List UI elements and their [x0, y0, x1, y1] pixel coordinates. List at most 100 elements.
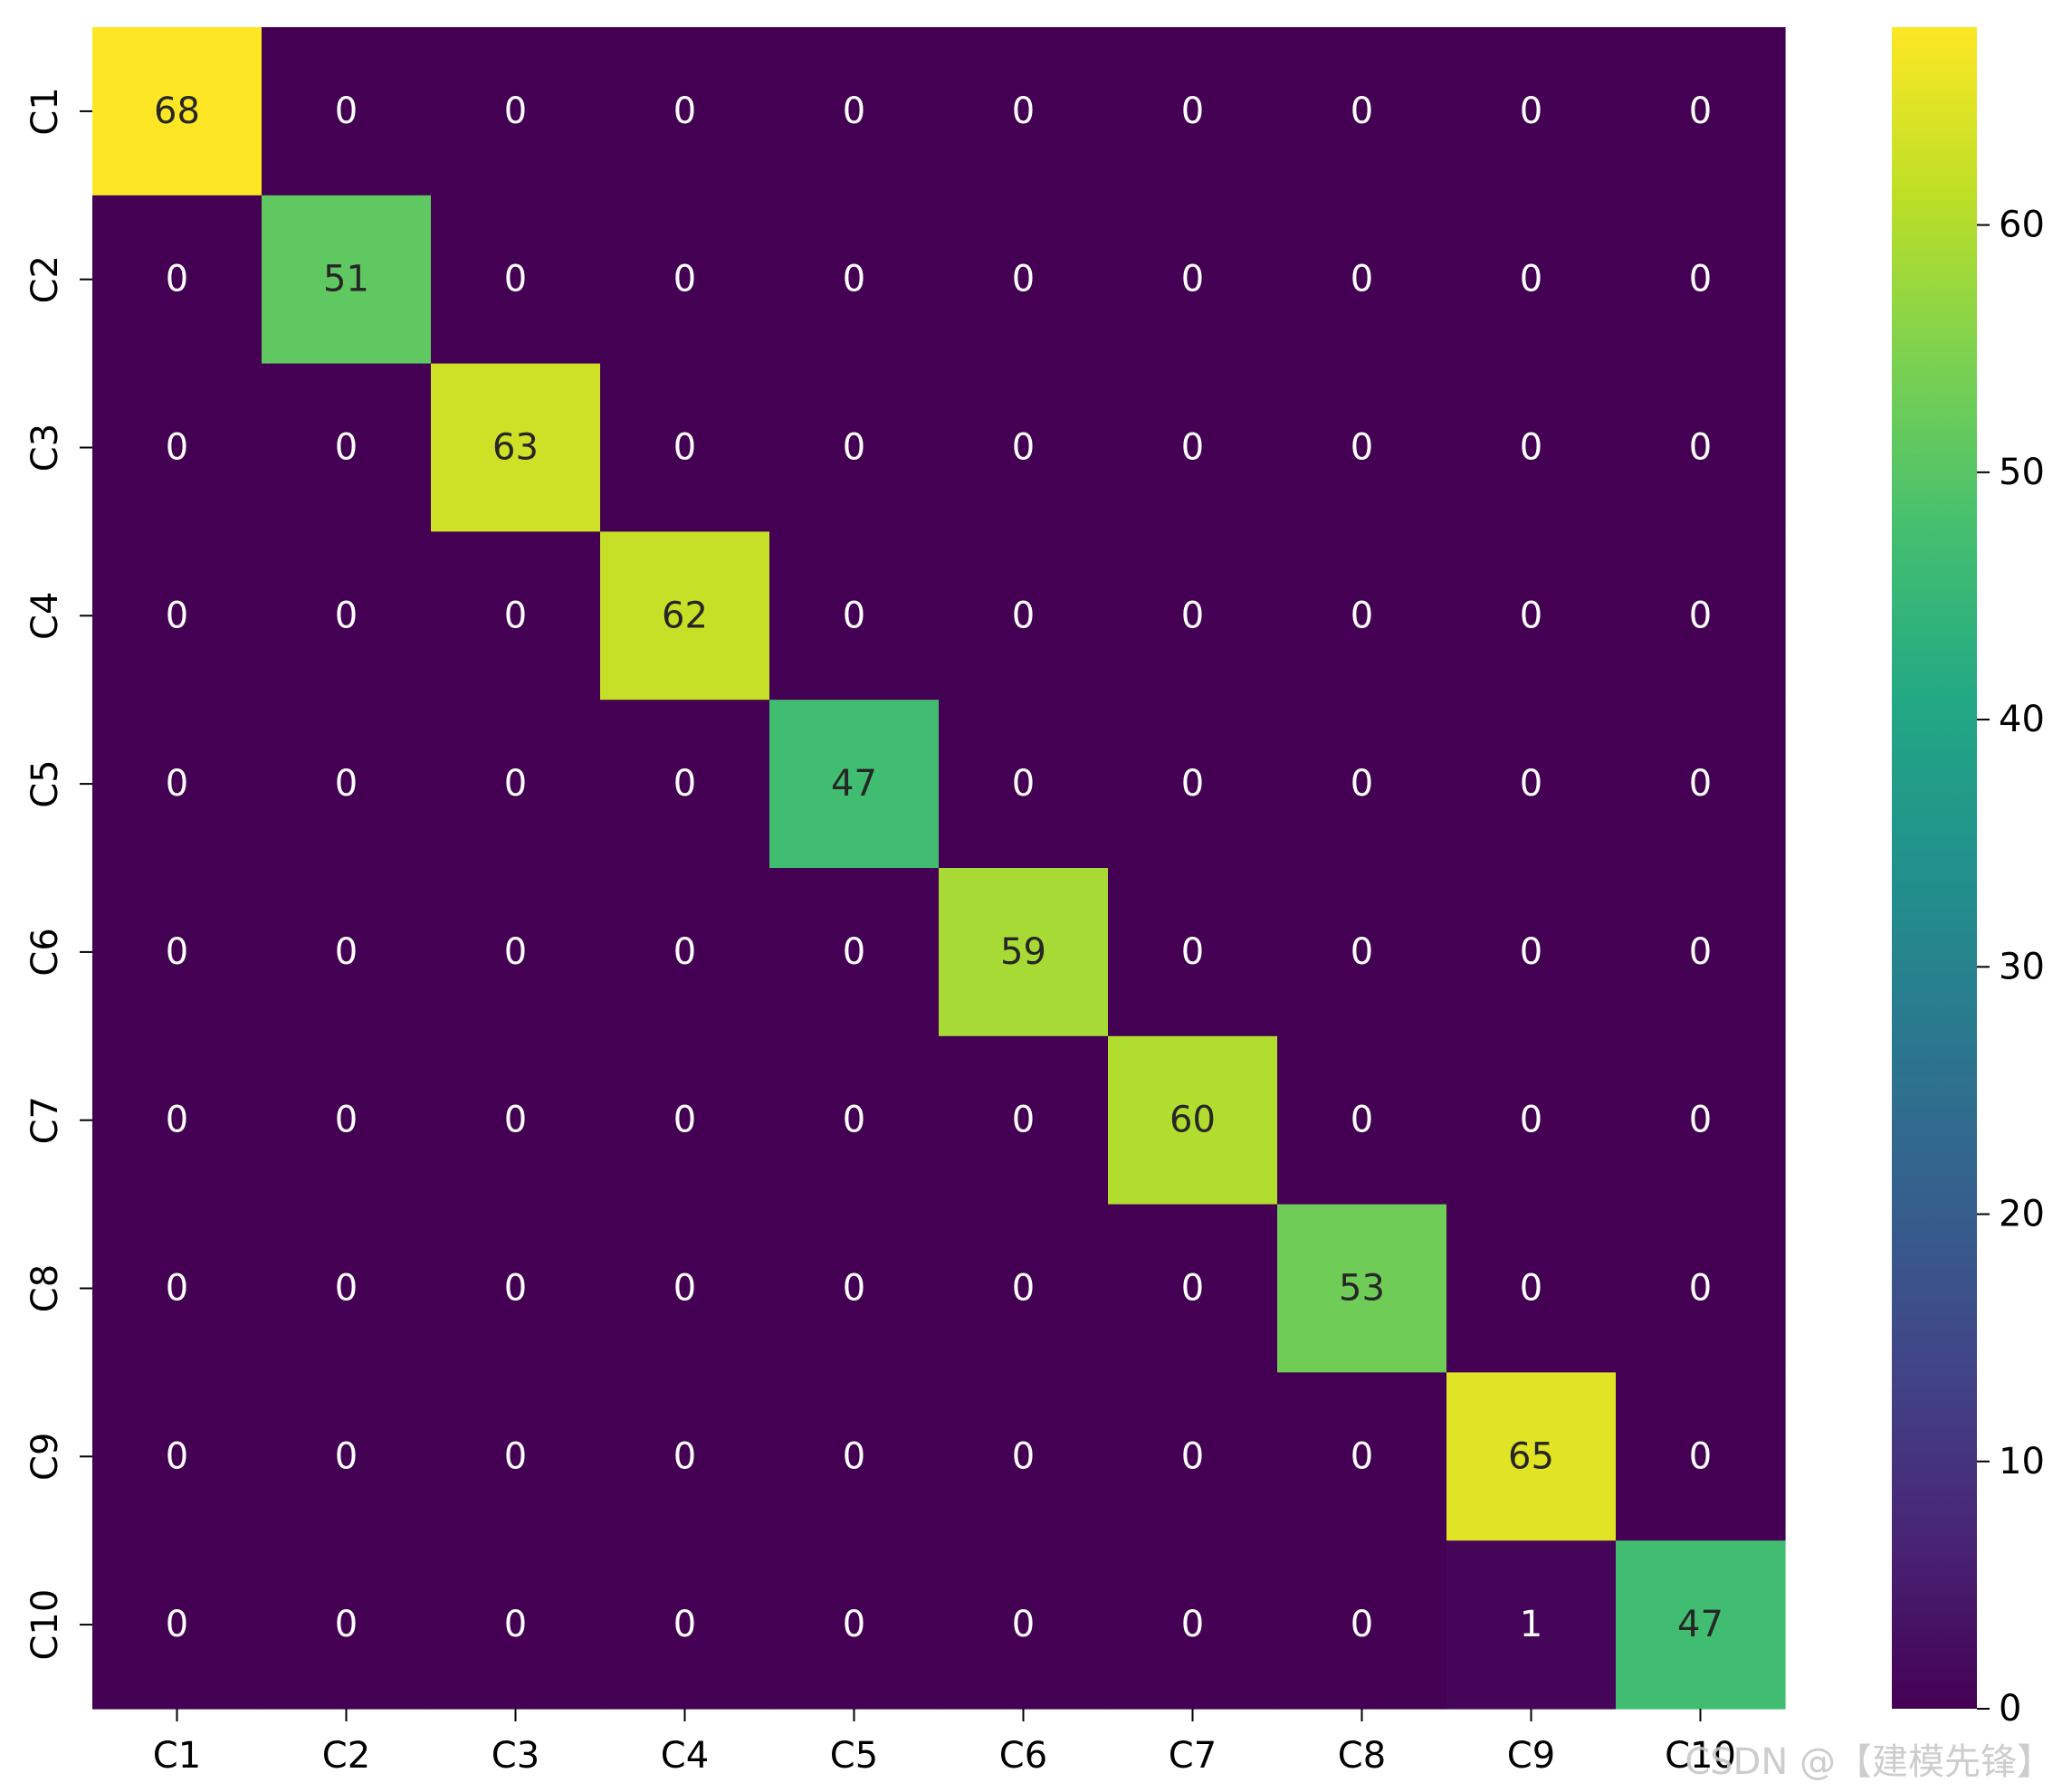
heatmap-cell-C3-C8 [1277, 363, 1447, 532]
cell-value-label: 0 [1012, 427, 1035, 469]
heatmap-cell-C10-C7 [1108, 1540, 1278, 1710]
heatmap-cell-C5-C2 [262, 700, 432, 869]
heatmap-cell-C2-C4 [600, 195, 770, 365]
x-tick-label: C7 [1169, 1735, 1217, 1777]
cell-value-label: 0 [1181, 763, 1204, 805]
cell-value-label: 0 [1520, 763, 1542, 805]
cell-value-label: 0 [843, 1268, 865, 1310]
heatmap-cell-C6-C6 [939, 868, 1109, 1037]
cell-value-label: 0 [673, 931, 696, 973]
cell-value-label: 0 [843, 1604, 865, 1645]
heatmap-cell-C3-C5 [769, 363, 940, 532]
cell-value-label: 0 [1689, 1435, 1712, 1477]
y-axis: C1 C2 C3 C4 C5 C6 C7 C8 C9 C10 [24, 87, 92, 1661]
x-axis: C1 C2 C3 C4 C5 C6 C7 C8 C9 C10 [153, 1709, 1736, 1777]
cell-value-label: 0 [1012, 259, 1035, 300]
cell-value-label: 59 [1000, 931, 1046, 973]
heatmap-cell-C6-C1 [92, 868, 263, 1037]
cell-value-label: 0 [1689, 91, 1712, 132]
watermark: CSDN @【建模先锋】 [1685, 1741, 2053, 1783]
heatmap-cell-C5-C9 [1446, 700, 1617, 869]
cell-value-label: 0 [166, 1435, 188, 1477]
heatmap-cell-C10-C4 [600, 1540, 770, 1710]
colorbar-tick-label: 50 [1999, 452, 2045, 493]
cell-value-label: 0 [673, 259, 696, 300]
cell-value-label: 0 [335, 595, 358, 636]
heatmap-cell-C3-C10 [1616, 363, 1786, 532]
heatmap-cell-C8-C9 [1446, 1204, 1617, 1373]
heatmap-cell-C10-C10 [1616, 1540, 1786, 1710]
heatmap-cell-C3-C4 [600, 363, 770, 532]
heatmap-cell-C8-C4 [600, 1204, 770, 1373]
heatmap-cell-C2-C5 [769, 195, 940, 365]
cell-value-label: 0 [1351, 595, 1373, 636]
heatmap-cell-C9-C9 [1446, 1372, 1617, 1541]
heatmap-cell-C10-C2 [262, 1540, 432, 1710]
cell-value-label: 0 [843, 595, 865, 636]
heatmap-cell-C10-C3 [431, 1540, 601, 1710]
heatmap-cell-C2-C1 [92, 195, 263, 365]
colorbar-tick-label: 20 [1999, 1194, 2045, 1235]
colorbar-tick-label: 40 [1999, 699, 2045, 740]
heatmap-cell-C6-C10 [1616, 868, 1786, 1037]
heatmap-cell-C4-C7 [1108, 531, 1278, 701]
heatmap-cell-C9-C10 [1616, 1372, 1786, 1541]
cell-value-label: 0 [673, 1604, 696, 1645]
y-tick-label: C8 [24, 1264, 66, 1312]
cell-value-label: 53 [1339, 1268, 1385, 1310]
heatmap-cell-C3-C6 [939, 363, 1109, 532]
cell-value-label: 0 [504, 763, 527, 805]
heatmap-cell-C4-C5 [769, 531, 940, 701]
cell-value-label: 0 [335, 427, 358, 469]
heatmap-cell-C1-C8 [1277, 27, 1447, 196]
x-tick-label: C9 [1507, 1735, 1555, 1777]
heatmap-cell-C2-C7 [1108, 195, 1278, 365]
heatmap-cell-C10-C8 [1277, 1540, 1447, 1710]
cell-value-label: 0 [1181, 91, 1204, 132]
heatmap-cell-C2-C2 [262, 195, 432, 365]
heatmap-cell-C7-C7 [1108, 1035, 1278, 1206]
heatmap-cell-C3-C7 [1108, 363, 1278, 532]
heatmap-cell-C5-C8 [1277, 700, 1447, 869]
heatmap-cell-C7-C4 [600, 1035, 770, 1206]
y-tick-label: C7 [24, 1096, 66, 1144]
cell-value-label: 60 [1169, 1100, 1216, 1141]
heatmap-cell-C1-C9 [1446, 27, 1617, 196]
heatmap-cell-C1-C7 [1108, 27, 1278, 196]
heatmap-cell-C5-C5 [769, 700, 940, 869]
heatmap-cell-C7-C5 [769, 1035, 940, 1206]
cell-value-label: 0 [166, 595, 188, 636]
cell-value-label: 0 [166, 259, 188, 300]
cell-value-label: 0 [673, 1268, 696, 1310]
heatmap-cell-C8-C3 [431, 1204, 601, 1373]
cell-value-label: 1 [1520, 1604, 1542, 1645]
heatmap-cell-C1-C5 [769, 27, 940, 196]
cell-value-label: 0 [1520, 1100, 1542, 1141]
cell-value-label: 0 [335, 763, 358, 805]
cell-value-label: 0 [843, 427, 865, 469]
cell-value-label: 0 [1351, 259, 1373, 300]
cell-value-label: 0 [504, 595, 527, 636]
cell-value-label: 0 [166, 1604, 188, 1645]
heatmap-cell-C6-C7 [1108, 868, 1278, 1037]
cell-value-label: 0 [1520, 259, 1542, 300]
x-tick-label: C5 [830, 1735, 878, 1777]
cell-value-label: 0 [504, 1100, 527, 1141]
heatmap-cell-C9-C8 [1277, 1372, 1447, 1541]
cell-value-label: 0 [166, 1100, 188, 1141]
x-tick-label: C4 [661, 1735, 709, 1777]
heatmap-cell-C8-C10 [1616, 1204, 1786, 1373]
cell-value-label: 0 [1181, 427, 1204, 469]
cell-value-label: 0 [1012, 1604, 1035, 1645]
colorbar-axis: 0 10 20 30 40 50 60 [1977, 205, 2045, 1730]
heatmap-cell-C2-C10 [1616, 195, 1786, 365]
cell-value-label: 51 [323, 259, 369, 300]
cell-value-label: 0 [1689, 595, 1712, 636]
cell-value-label: 0 [1351, 1604, 1373, 1645]
cell-value-label: 0 [1181, 1604, 1204, 1645]
heatmap-cell-C2-C9 [1446, 195, 1617, 365]
colorbar-tick-label: 10 [1999, 1441, 2045, 1482]
cell-value-label: 0 [1351, 1435, 1373, 1477]
y-tick-label: C9 [24, 1433, 66, 1481]
